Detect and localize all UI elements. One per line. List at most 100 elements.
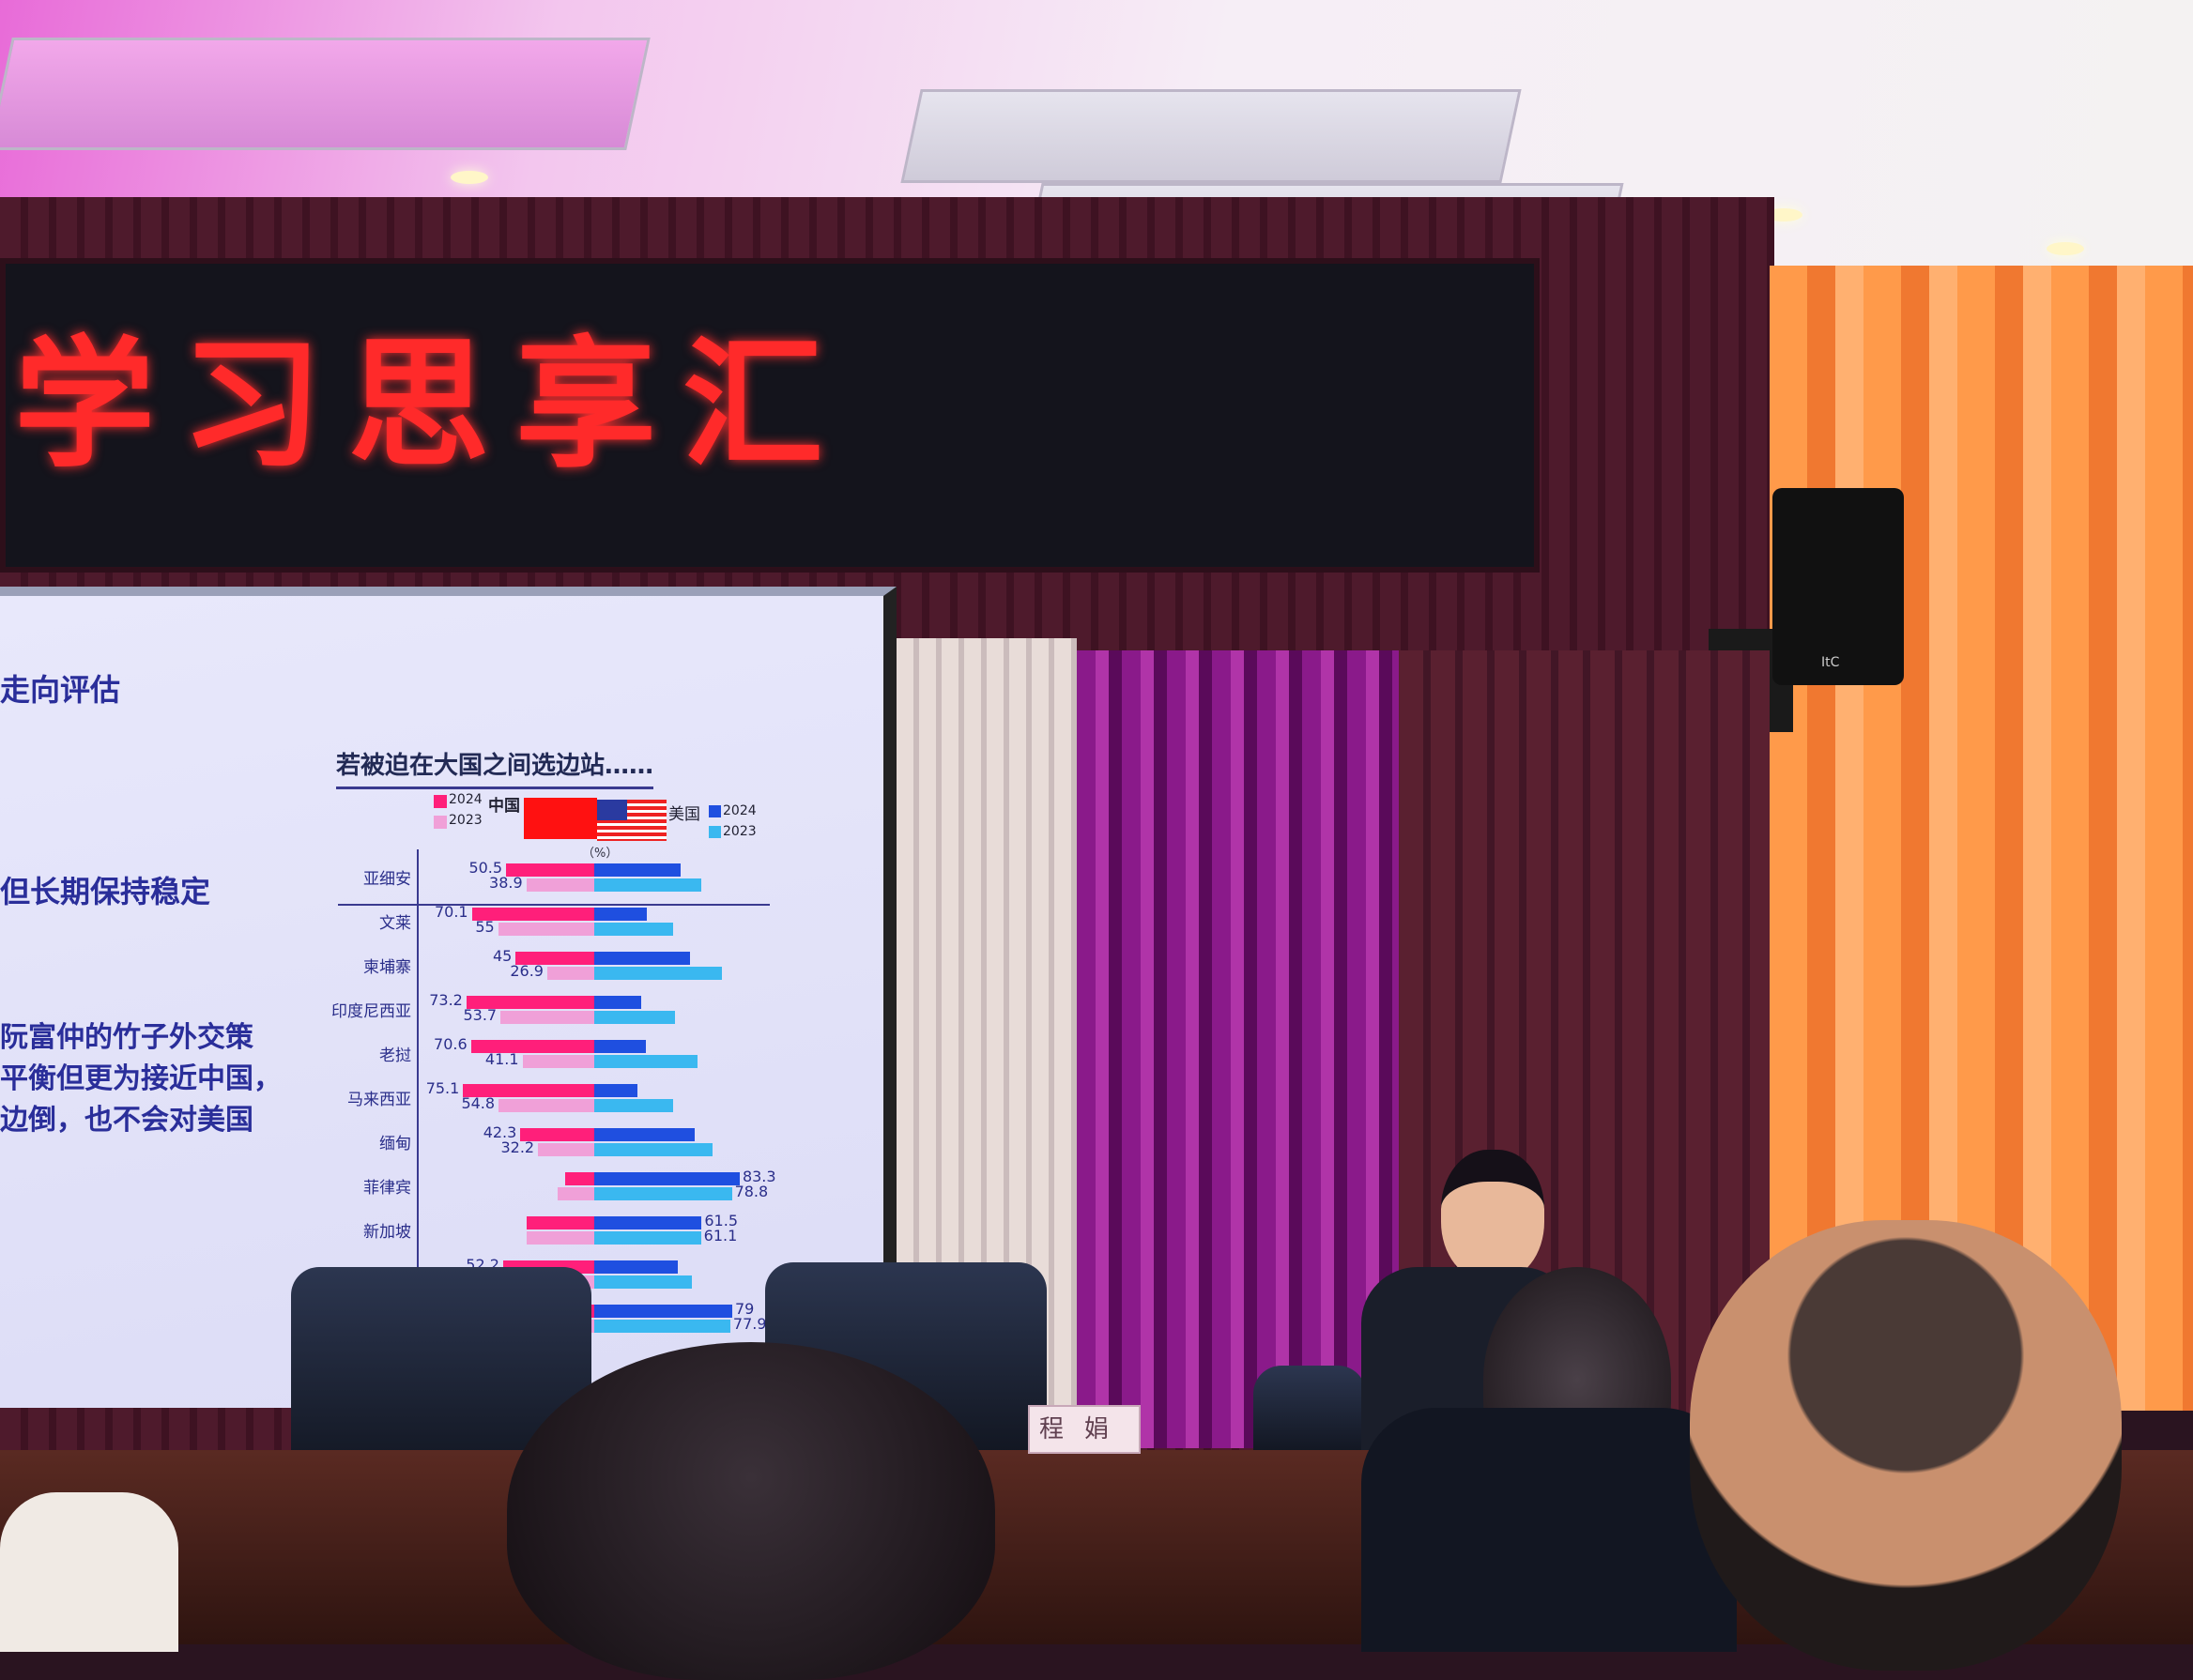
chart-unit: （%） [582, 847, 619, 861]
slide-text-line: 但长期保持稳定 [0, 874, 211, 909]
legend-swatch [434, 816, 447, 829]
legend-label: 2024 [449, 792, 483, 807]
data-label: 78.8 [734, 1183, 769, 1200]
data-label: 61.1 [703, 1227, 738, 1245]
category-label: 文莱 [379, 914, 411, 933]
bar [470, 1040, 594, 1053]
legend-label: 2023 [449, 813, 483, 828]
us-flag-icon [597, 800, 667, 841]
category-label: 亚细安 [363, 870, 411, 889]
bar [594, 1084, 638, 1097]
bar [594, 1011, 676, 1024]
bar [594, 908, 647, 921]
data-label: 61.5 [704, 1212, 738, 1229]
bar [526, 1231, 594, 1245]
chair [1253, 1366, 1366, 1459]
slide-text-line: 边倒，也不会对美国 [0, 1104, 253, 1137]
category-axis-line [417, 849, 419, 1309]
bar [557, 1187, 594, 1200]
bar [594, 1143, 713, 1156]
data-label: 83.3 [742, 1168, 776, 1185]
bar [594, 1216, 702, 1229]
bar [515, 952, 594, 965]
data-label: 53.7 [463, 1006, 498, 1024]
speaker-logo: ItC [1821, 655, 1840, 670]
data-label: 54.8 [461, 1094, 496, 1112]
bar [594, 1128, 696, 1141]
bar [538, 1143, 594, 1156]
data-label: 75.1 [425, 1079, 460, 1097]
legend-swatch [434, 795, 447, 808]
data-label: 45 [492, 947, 513, 965]
chart-title: 若被迫在大国之间选边站…… [336, 746, 654, 789]
data-label: 73.2 [429, 991, 463, 1009]
orange-curtain [1770, 266, 2193, 1411]
bar [466, 996, 594, 1009]
bar [526, 878, 594, 892]
bar [594, 923, 673, 936]
category-label: 菲律宾 [363, 1179, 411, 1198]
name-plate: 程娟 [1028, 1405, 1141, 1454]
bar [594, 1260, 678, 1274]
bar [522, 1055, 594, 1068]
bar [594, 863, 682, 877]
data-label: 77.9 [732, 1315, 767, 1333]
category-label: 老挝 [379, 1046, 411, 1065]
bar [594, 1040, 646, 1053]
bar [498, 1099, 594, 1112]
loudspeaker [1772, 488, 1904, 685]
legend-label: 2023 [723, 824, 757, 839]
bar [594, 1305, 732, 1318]
ceiling-light-panel [900, 89, 1522, 183]
bar [594, 996, 641, 1009]
bar [520, 1128, 594, 1141]
presenter-head [1441, 1150, 1544, 1281]
data-label: 55 [475, 918, 495, 936]
led-sign-text: 学习思享汇 [14, 322, 851, 487]
data-label: 70.1 [434, 903, 468, 921]
data-label: 32.2 [500, 1138, 535, 1156]
bar [594, 878, 701, 892]
bar [594, 1187, 732, 1200]
legend-group-us: 美国 [668, 805, 700, 824]
bar [594, 1320, 730, 1333]
legend-label: 2024 [723, 803, 757, 818]
diverging-bar-chart: 亚细安 50.5 38.9 文莱 70.1 55 柬埔寨 45 26.9 印度尼西亚 73.2 53.… [0, 0, 897, 1408]
led-sign [0, 258, 1540, 573]
bar [594, 1275, 693, 1289]
bar [594, 1099, 674, 1112]
bar [498, 923, 594, 936]
data-label: 41.1 [484, 1050, 519, 1068]
data-label: 26.9 [510, 962, 544, 980]
purple-curtain [1077, 650, 1399, 1448]
data-label: 79 [734, 1300, 755, 1318]
category-label: 缅甸 [379, 1135, 411, 1153]
ceiling-downlight [451, 171, 488, 184]
ceiling-downlight [1765, 208, 1802, 221]
audience-member-white-jacket [0, 1492, 178, 1652]
category-label: 新加坡 [363, 1223, 411, 1242]
bar [527, 1216, 594, 1229]
slide-text-line: 平衡但更为接近中国， [0, 1062, 282, 1095]
bar [463, 1084, 594, 1097]
bar [546, 967, 594, 980]
legend-swatch [709, 826, 721, 838]
data-label: 50.5 [468, 859, 503, 877]
bar [594, 1231, 701, 1245]
china-flag-icon [524, 798, 597, 839]
legend-group-china: 中国 [488, 797, 520, 816]
category-label: 马来西亚 [347, 1091, 411, 1109]
category-label: 柬埔寨 [363, 958, 411, 977]
bar [471, 908, 594, 921]
slide-heading: 走向评估 [0, 672, 121, 708]
legend-swatch [709, 805, 721, 817]
bar [594, 1055, 698, 1068]
category-label: 印度尼西亚 [331, 1002, 411, 1021]
audience-head [507, 1342, 995, 1680]
data-label: 70.6 [434, 1035, 468, 1053]
bar [564, 1172, 594, 1185]
bar [594, 1172, 740, 1185]
bar [506, 863, 594, 877]
audience-body [1361, 1408, 1737, 1652]
data-label: 42.3 [483, 1123, 517, 1141]
